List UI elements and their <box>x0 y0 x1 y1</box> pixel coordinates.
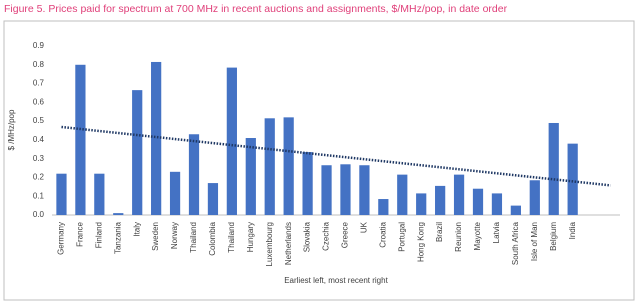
bar <box>188 134 200 215</box>
y-tick-label: 0.8 <box>33 60 45 69</box>
bar <box>378 199 389 215</box>
x-tick-label: Sweden <box>151 222 160 251</box>
bar <box>397 174 408 215</box>
bar <box>283 117 294 215</box>
bar <box>302 152 313 215</box>
y-axis-label: $ /MHz/pop <box>7 109 16 150</box>
x-tick-label: South Africa <box>511 221 520 265</box>
x-tick-label: Hungary <box>246 222 255 252</box>
x-tick-label: Latvia <box>492 221 501 243</box>
x-tick-label: Italy <box>132 222 141 237</box>
bar <box>226 67 237 215</box>
x-tick-label: Portugal <box>397 222 406 252</box>
x-tick-label: Brazil <box>435 222 444 242</box>
x-tick-label: Germany <box>57 222 66 255</box>
y-tick-label: 0.1 <box>33 191 45 200</box>
y-tick-label: 0.6 <box>33 97 45 106</box>
bar <box>548 122 559 215</box>
x-tick-label: Thailand <box>227 222 236 253</box>
bar <box>529 180 540 215</box>
bar <box>435 185 446 215</box>
chart-frame <box>3 20 635 301</box>
bar <box>94 173 105 215</box>
y-tick-label: 0.7 <box>33 79 45 88</box>
bar <box>56 173 67 215</box>
bar <box>245 138 256 215</box>
x-tick-label: Colombia <box>208 221 217 255</box>
bar <box>416 193 427 215</box>
bar <box>453 174 465 215</box>
x-tick-label: Norway <box>170 222 179 249</box>
y-tick-label: 0.9 <box>33 41 45 50</box>
bar <box>113 213 124 215</box>
x-tick-label: Luxembourg <box>265 222 274 266</box>
x-tick-label: India <box>568 221 577 239</box>
x-tick-label: Reunion <box>454 222 463 252</box>
x-tick-label: UK <box>360 221 369 233</box>
x-tick-label: Finland <box>94 222 103 248</box>
bar <box>207 183 219 215</box>
trend-line <box>61 125 611 187</box>
x-tick-label: Croatia <box>378 221 387 247</box>
x-tick-label: Mayotte <box>473 221 482 250</box>
x-tick-label: Netherlands <box>284 222 293 265</box>
x-tick-label: France <box>76 221 85 246</box>
bar <box>359 165 370 215</box>
x-tick-label: Isle of Man <box>530 222 539 261</box>
x-tick-label: Hong Kong <box>416 222 425 262</box>
bar <box>132 90 143 215</box>
bar <box>472 188 484 215</box>
bar <box>151 61 162 215</box>
x-tick-label: Czechia <box>322 221 331 250</box>
y-tick-label: 0.0 <box>33 210 45 219</box>
chart-title: Figure 5. Prices paid for spectrum at 70… <box>4 3 508 15</box>
x-tick-label: Thailand <box>189 222 198 253</box>
bar <box>567 143 578 215</box>
bar <box>340 164 351 215</box>
x-tick-label: Greece <box>341 221 350 248</box>
y-tick-label: 0.2 <box>33 173 45 182</box>
bar <box>491 193 503 215</box>
bar <box>321 165 332 215</box>
y-tick-label: 0.5 <box>33 116 45 125</box>
x-tick-label: Belgium <box>549 222 558 251</box>
y-tick-label: 0.4 <box>33 135 45 144</box>
bar <box>264 118 275 215</box>
bar <box>169 171 181 215</box>
y-tick-label: 0.3 <box>33 154 45 163</box>
bar <box>510 205 521 215</box>
x-tick-label: Tanzania <box>113 221 122 254</box>
x-tick-label: Slovakia <box>303 221 312 252</box>
bar <box>75 64 86 216</box>
x-axis-label: Earliest left, most recent right <box>284 276 388 285</box>
